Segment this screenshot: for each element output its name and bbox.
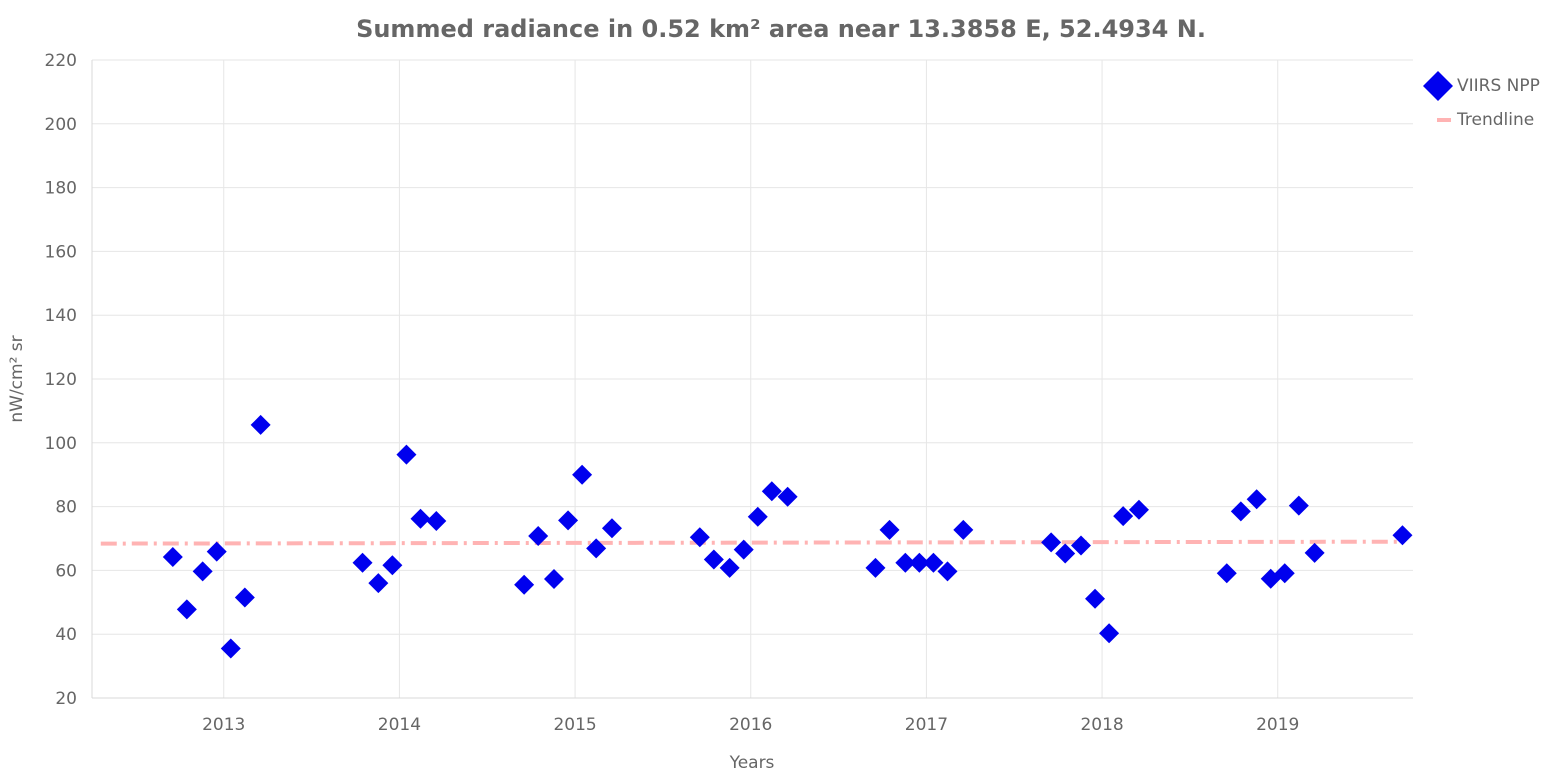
data-point [1304, 542, 1325, 563]
data-point [352, 552, 373, 573]
grid [92, 59, 1413, 699]
data-point [1128, 499, 1149, 520]
data-point [937, 561, 958, 582]
data-point [250, 414, 271, 435]
x-tick-label: 2018 [1080, 715, 1123, 735]
x-tick-labels: 2013 2014 2015 2016 2017 2018 2019 [202, 715, 1299, 735]
data-point [703, 549, 724, 570]
data-point [879, 519, 900, 540]
data-point [777, 486, 798, 507]
data-point [1288, 495, 1309, 516]
data-point [733, 539, 754, 560]
data-point [1055, 543, 1076, 564]
data-point [953, 519, 974, 540]
data-point [1099, 623, 1120, 644]
y-tick-label: 180 [45, 179, 77, 199]
y-tick-label: 140 [45, 306, 77, 326]
data-point [1392, 525, 1413, 546]
x-tick-label: 2016 [729, 715, 772, 735]
y-tick-label: 60 [55, 561, 77, 581]
data-point [1041, 532, 1062, 553]
data-point [1085, 588, 1106, 609]
trendline [100, 539, 1405, 546]
data-point [162, 547, 183, 568]
y-tick-label: 220 [45, 51, 77, 71]
legend-label-viirs-npp: VIIRS NPP [1457, 76, 1540, 96]
axes [91, 60, 1413, 699]
x-tick-label: 2017 [905, 715, 948, 735]
data-point [206, 541, 227, 562]
data-point [234, 587, 255, 608]
x-tick-label: 2013 [202, 715, 245, 735]
data-point [719, 557, 740, 578]
data-point [601, 518, 622, 539]
data-point [558, 510, 579, 531]
data-point [368, 573, 389, 594]
data-point [761, 481, 782, 502]
data-point [396, 444, 417, 465]
data-point [747, 506, 768, 527]
viirs-npp-series [162, 414, 1413, 659]
data-point [176, 599, 197, 620]
data-point [909, 552, 930, 573]
data-point [514, 574, 535, 595]
y-tick-label: 40 [55, 625, 77, 645]
data-point [689, 527, 710, 548]
data-point [192, 561, 213, 582]
x-tick-label: 2015 [553, 715, 596, 735]
y-tick-label: 20 [55, 689, 77, 709]
legend-label-trendline: Trendline [1456, 110, 1534, 130]
data-point [410, 508, 431, 529]
y-tick-label: 200 [45, 115, 77, 135]
x-tick-label: 2019 [1256, 715, 1299, 735]
data-point [923, 552, 944, 573]
data-point [1070, 535, 1091, 556]
y-tick-label: 120 [45, 370, 77, 390]
trendline-series [100, 539, 1405, 546]
data-point [382, 555, 403, 576]
data-point [426, 510, 447, 531]
data-point [865, 557, 886, 578]
legend: VIIRS NPP Trendline [1423, 71, 1540, 130]
data-point [1230, 501, 1251, 522]
chart-title: Summed radiance in 0.52 km² area near 13… [356, 15, 1206, 43]
y-tick-label: 80 [55, 498, 77, 518]
data-point [1216, 563, 1237, 584]
x-tick-label: 2014 [378, 715, 421, 735]
data-point [1274, 563, 1295, 584]
y-tick-label: 160 [45, 242, 77, 262]
data-point [586, 538, 607, 559]
x-axis-label: Years [729, 753, 775, 773]
data-point [220, 638, 241, 659]
data-point [1246, 489, 1267, 510]
y-tick-label: 100 [45, 434, 77, 454]
y-axis-label: nW/cm² sr [7, 335, 27, 422]
legend-marker-viirs-npp [1423, 71, 1453, 101]
data-point [895, 552, 916, 573]
data-point [528, 525, 549, 546]
data-point [1113, 506, 1134, 527]
y-tick-labels: 20 40 60 80 100 120 140 160 180 200 220 [45, 51, 77, 709]
data-point [543, 569, 564, 590]
data-point [572, 464, 593, 485]
